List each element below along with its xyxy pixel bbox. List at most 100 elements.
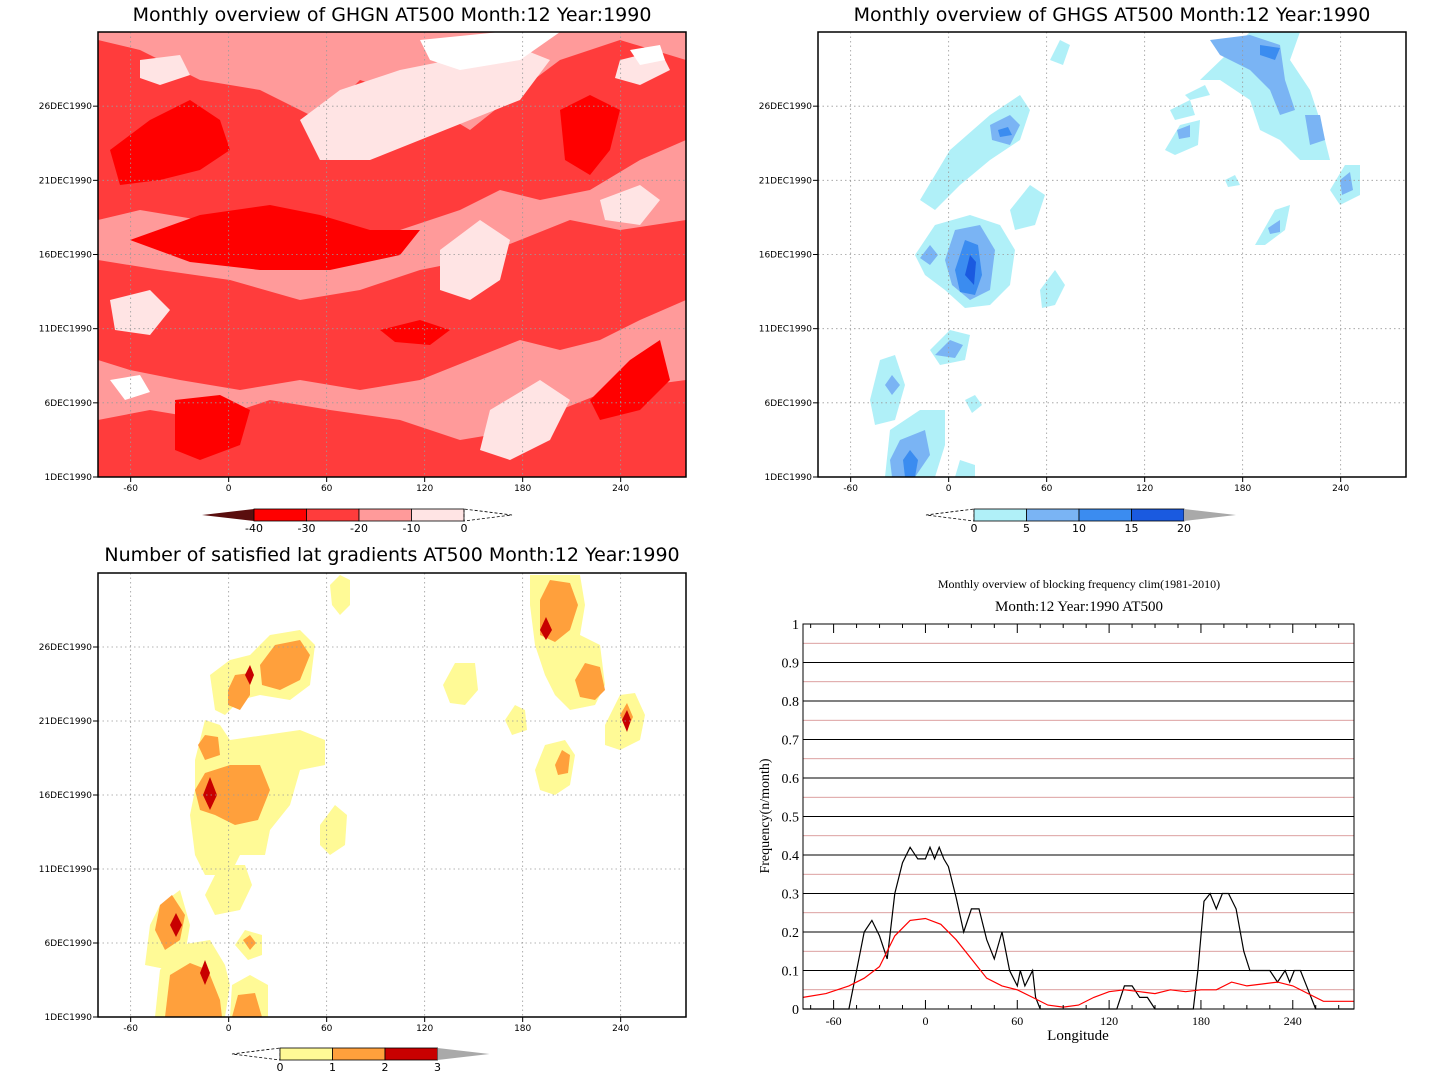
x-tick-label: 120 bbox=[416, 1024, 433, 1034]
y-tick-label: 0.2 bbox=[782, 926, 800, 941]
y-tick-label: 1 bbox=[792, 618, 799, 633]
colorbar-segment bbox=[1078, 508, 1132, 522]
x-tick-label: -60 bbox=[843, 484, 858, 494]
y-tick-label: 11DEC1990 bbox=[39, 865, 93, 875]
x-tick-label: 240 bbox=[612, 1024, 629, 1034]
x-tick-label: 180 bbox=[514, 484, 531, 494]
y-tick-label: 0.8 bbox=[782, 695, 800, 710]
x-tick-label: -60 bbox=[123, 1024, 138, 1034]
y-tick-label: 26DEC1990 bbox=[759, 102, 813, 112]
colorbar-segment bbox=[306, 508, 360, 522]
gradients-field bbox=[145, 575, 645, 1017]
x-tick-label: 240 bbox=[1284, 1014, 1302, 1028]
series-line-red bbox=[802, 917, 1354, 1008]
y-tick-label: 11DEC1990 bbox=[39, 325, 93, 335]
y-tick-label: 0 bbox=[792, 1003, 799, 1018]
x-tick-label: -60 bbox=[826, 1014, 842, 1028]
x-tick-label: 120 bbox=[1136, 484, 1153, 494]
colorbar-label: 5 bbox=[1023, 522, 1030, 535]
colorbar-label: 20 bbox=[1177, 522, 1191, 535]
frequency-x-ticks: -60 0 60 120 180 240 bbox=[810, 624, 1340, 1028]
x-tick-label: 60 bbox=[321, 1024, 333, 1034]
colorbar-segment bbox=[253, 508, 307, 522]
y-tick-label: 0.1 bbox=[782, 965, 800, 980]
colorbar-segment bbox=[1026, 508, 1080, 522]
y-tick-label: 0.4 bbox=[782, 849, 800, 864]
y-tick-label: 26DEC1990 bbox=[39, 102, 93, 112]
ghgs-x-ticks: -60 0 60 120 180 240 bbox=[843, 477, 1350, 494]
colorbar-label: 1 bbox=[329, 1061, 336, 1074]
colorbar-segment bbox=[973, 508, 1027, 522]
ghgn-grid bbox=[98, 32, 686, 477]
y-tick-label: 0.9 bbox=[782, 657, 800, 672]
x-tick-label: 120 bbox=[1100, 1014, 1118, 1028]
frequency-xlabel: Longitude bbox=[1047, 1028, 1109, 1044]
frequency-series bbox=[802, 845, 1354, 1010]
y-tick-label: 1DEC1990 bbox=[44, 473, 92, 483]
x-tick-label: 0 bbox=[946, 484, 952, 494]
ghgs-title: Monthly overview of GHGS AT500 Month:12 … bbox=[854, 4, 1371, 26]
colorbar-label: 0 bbox=[971, 522, 978, 535]
y-tick-label: 0.5 bbox=[782, 811, 800, 826]
colorbar-right-arrow bbox=[1184, 509, 1236, 521]
colorbar-segment bbox=[332, 1047, 386, 1061]
x-tick-label: 180 bbox=[1234, 484, 1251, 494]
colorbar-label: -30 bbox=[298, 522, 316, 535]
colorbar-label: 2 bbox=[382, 1061, 389, 1074]
frequency-title: Monthly overview of blocking frequency c… bbox=[938, 577, 1220, 591]
ghgs-grid bbox=[818, 32, 1406, 477]
ghgn-colorbar: -40 -30 -20 -10 0 bbox=[202, 508, 513, 535]
x-tick-label: 180 bbox=[514, 1024, 531, 1034]
colorbar-label: -10 bbox=[403, 522, 421, 535]
y-tick-label: 21DEC1990 bbox=[759, 176, 813, 186]
ghgs-panel: Monthly overview of GHGS AT500 Month:12 … bbox=[759, 4, 1407, 535]
colorbar-label: 0 bbox=[277, 1061, 284, 1074]
colorbar-label: 0 bbox=[461, 522, 468, 535]
frequency-panel: Monthly overview of blocking frequency c… bbox=[758, 577, 1355, 1044]
x-tick-label: 60 bbox=[1041, 484, 1053, 494]
y-tick-label: 26DEC1990 bbox=[39, 643, 93, 653]
x-tick-label: 0 bbox=[922, 1014, 928, 1028]
y-tick-label: 21DEC1990 bbox=[39, 717, 93, 727]
colorbar-right-arrow bbox=[463, 508, 513, 522]
y-tick-label: 0.7 bbox=[782, 734, 800, 749]
y-tick-label: 6DEC1990 bbox=[764, 399, 812, 409]
ghgs-colorbar: 0 5 10 15 20 bbox=[925, 508, 1236, 535]
colorbar-label: 10 bbox=[1072, 522, 1086, 535]
x-tick-label: 60 bbox=[321, 484, 333, 494]
frequency-gridlines bbox=[803, 642, 1354, 991]
x-tick-label: 0 bbox=[226, 1024, 232, 1034]
colorbar-left-arrow bbox=[231, 1047, 281, 1061]
gradients-panel: Number of satisfied lat gradients AT500 … bbox=[39, 545, 687, 1074]
x-tick-label: 60 bbox=[1011, 1014, 1023, 1028]
colorbar-right-arrow bbox=[437, 1048, 490, 1060]
ghgn-title: Monthly overview of GHGN AT500 Month:12 … bbox=[133, 4, 652, 26]
y-tick-label: 6DEC1990 bbox=[44, 939, 92, 949]
x-tick-label: 180 bbox=[1192, 1014, 1210, 1028]
y-tick-label: 16DEC1990 bbox=[759, 251, 813, 261]
y-tick-label: 11DEC1990 bbox=[759, 325, 813, 335]
gradients-colorbar: 0 1 2 3 bbox=[231, 1047, 490, 1074]
colorbar-segment bbox=[358, 508, 412, 522]
y-tick-label: 6DEC1990 bbox=[44, 399, 92, 409]
x-tick-label: 120 bbox=[416, 484, 433, 494]
colorbar-left-arrow bbox=[202, 509, 254, 521]
gradients-y-ticks: 1DEC1990 6DEC1990 11DEC1990 16DEC1990 21DEC1… bbox=[39, 643, 98, 1023]
frequency-subtitle: Month:12 Year:1990 AT500 bbox=[995, 599, 1163, 615]
y-tick-label: 21DEC1990 bbox=[39, 176, 93, 186]
frequency-ylabel: Frequency(n/month) bbox=[758, 758, 773, 873]
y-tick-label: 16DEC1990 bbox=[39, 791, 93, 801]
y-tick-label: 16DEC1990 bbox=[39, 251, 93, 261]
ghgn-x-ticks: -60 0 60 120 180 240 bbox=[123, 477, 630, 494]
colorbar-label: 15 bbox=[1125, 522, 1139, 535]
colorbar-label: -20 bbox=[350, 522, 368, 535]
ghgs-y-ticks: 1DEC1990 6DEC1990 11DEC1990 16DEC1990 21DEC1… bbox=[759, 102, 818, 483]
y-tick-label: 0.6 bbox=[782, 772, 800, 787]
x-tick-label: -60 bbox=[123, 484, 138, 494]
colorbar-segment bbox=[1131, 508, 1185, 522]
colorbar-label: -40 bbox=[245, 522, 263, 535]
colorbar-left-arrow bbox=[925, 508, 975, 522]
series-line-black bbox=[803, 845, 1354, 1010]
colorbar-segment bbox=[411, 508, 465, 522]
y-tick-label: 0.3 bbox=[782, 888, 800, 903]
